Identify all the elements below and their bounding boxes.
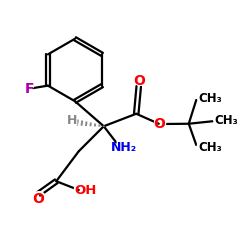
Text: F: F bbox=[24, 82, 34, 96]
Text: CH₃: CH₃ bbox=[195, 90, 225, 106]
Text: H: H bbox=[67, 114, 77, 127]
Text: O: O bbox=[153, 117, 165, 131]
Text: CH₃: CH₃ bbox=[198, 141, 222, 154]
Text: F: F bbox=[24, 80, 35, 98]
Text: CH₃: CH₃ bbox=[214, 114, 238, 126]
Text: NH₂: NH₂ bbox=[111, 141, 137, 154]
Text: O: O bbox=[152, 115, 166, 133]
Text: NH₂: NH₂ bbox=[108, 140, 140, 155]
Text: CH₃: CH₃ bbox=[212, 112, 241, 128]
Text: OH: OH bbox=[72, 183, 99, 198]
Text: H: H bbox=[66, 113, 78, 128]
Text: CH₃: CH₃ bbox=[195, 140, 225, 155]
Text: O: O bbox=[31, 190, 46, 208]
Text: CH₃: CH₃ bbox=[198, 92, 222, 104]
Text: O: O bbox=[32, 192, 44, 206]
Text: OH: OH bbox=[74, 184, 97, 197]
Text: O: O bbox=[132, 72, 146, 90]
Text: O: O bbox=[133, 74, 145, 88]
